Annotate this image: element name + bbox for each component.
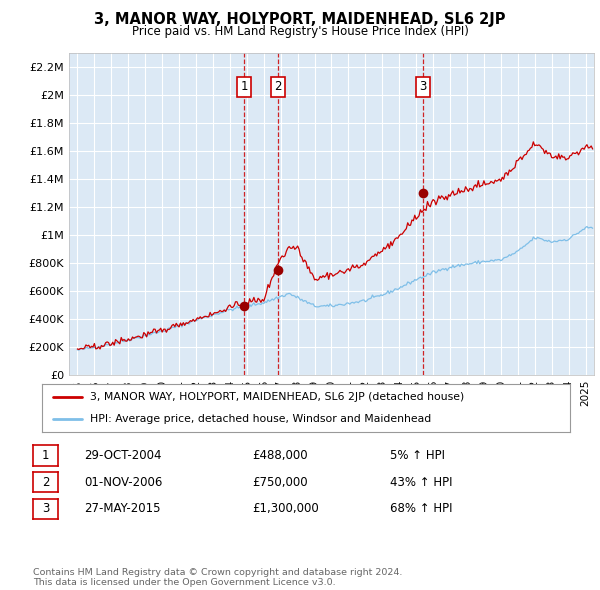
Text: 2: 2 — [274, 80, 282, 93]
Text: £750,000: £750,000 — [252, 476, 308, 489]
Text: £1,300,000: £1,300,000 — [252, 502, 319, 515]
Text: 29-OCT-2004: 29-OCT-2004 — [84, 449, 161, 462]
Text: 01-NOV-2006: 01-NOV-2006 — [84, 476, 163, 489]
Text: 1: 1 — [42, 449, 49, 462]
Text: 27-MAY-2015: 27-MAY-2015 — [84, 502, 161, 515]
Text: 3: 3 — [419, 80, 427, 93]
Text: 3: 3 — [42, 502, 49, 515]
Text: 5% ↑ HPI: 5% ↑ HPI — [390, 449, 445, 462]
Text: 43% ↑ HPI: 43% ↑ HPI — [390, 476, 452, 489]
Text: 2: 2 — [42, 476, 49, 489]
Text: 68% ↑ HPI: 68% ↑ HPI — [390, 502, 452, 515]
Text: 1: 1 — [240, 80, 248, 93]
Text: Contains HM Land Registry data © Crown copyright and database right 2024.
This d: Contains HM Land Registry data © Crown c… — [33, 568, 403, 587]
Text: 3, MANOR WAY, HOLYPORT, MAIDENHEAD, SL6 2JP: 3, MANOR WAY, HOLYPORT, MAIDENHEAD, SL6 … — [94, 12, 506, 27]
Text: HPI: Average price, detached house, Windsor and Maidenhead: HPI: Average price, detached house, Wind… — [89, 414, 431, 424]
Text: £488,000: £488,000 — [252, 449, 308, 462]
Text: Price paid vs. HM Land Registry's House Price Index (HPI): Price paid vs. HM Land Registry's House … — [131, 25, 469, 38]
Text: 3, MANOR WAY, HOLYPORT, MAIDENHEAD, SL6 2JP (detached house): 3, MANOR WAY, HOLYPORT, MAIDENHEAD, SL6 … — [89, 392, 464, 402]
